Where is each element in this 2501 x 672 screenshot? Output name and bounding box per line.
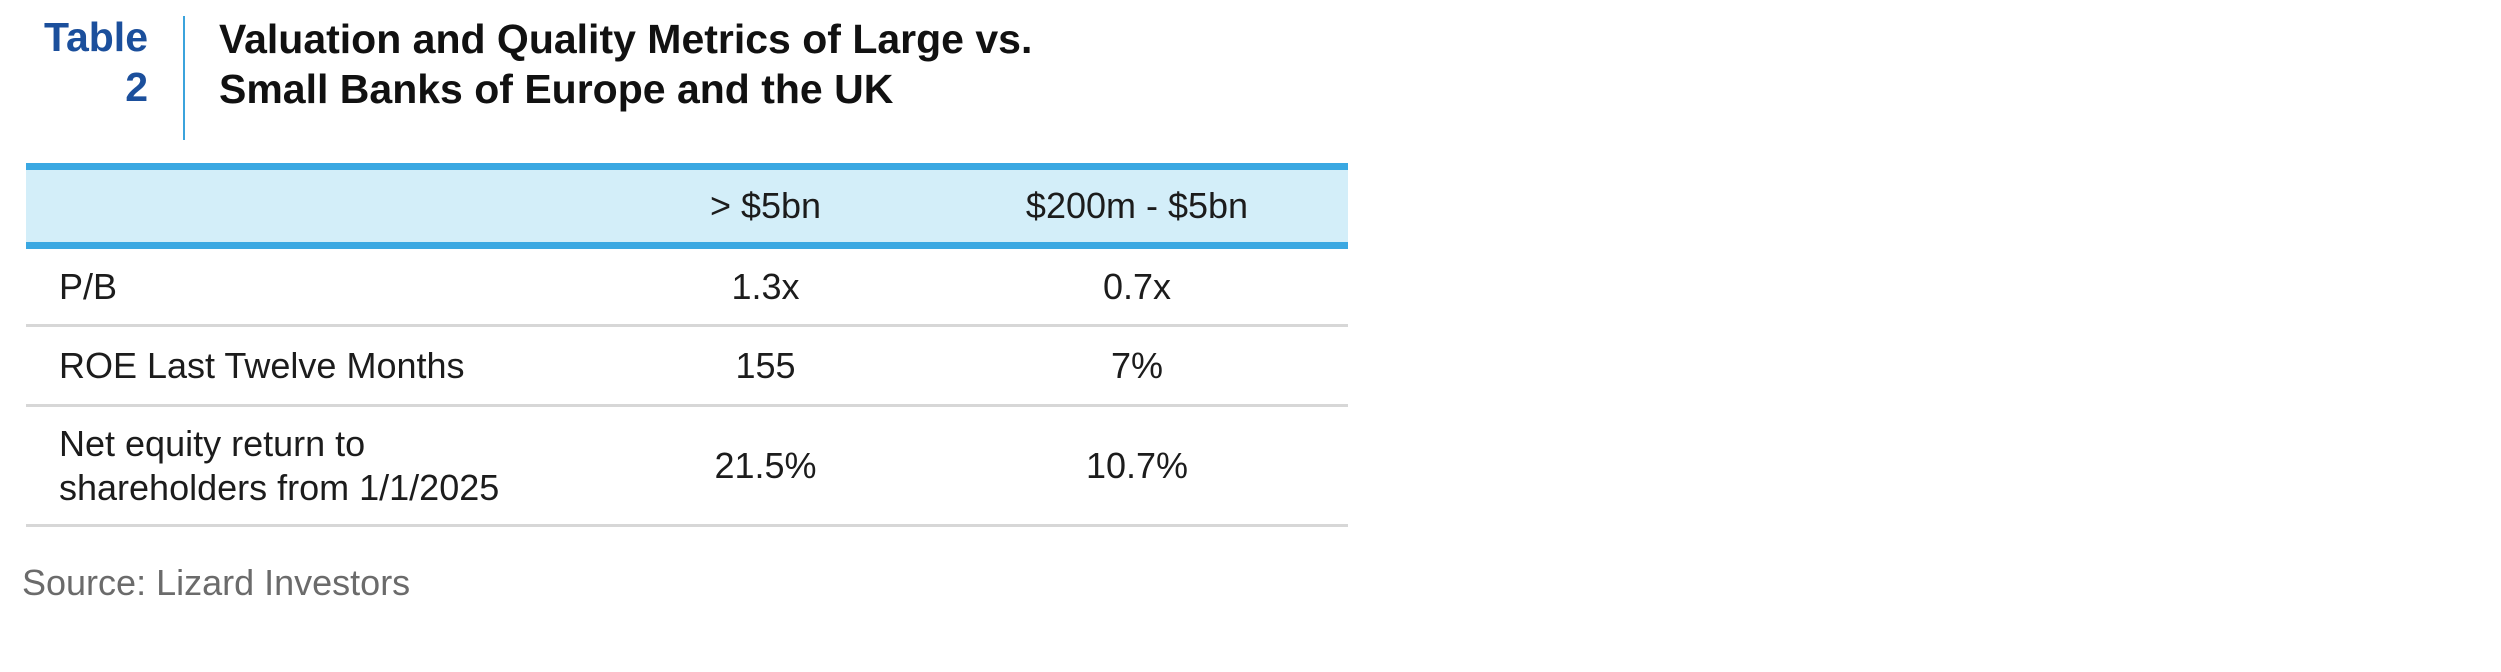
row-label-cell: P/B xyxy=(26,245,605,327)
table-label-number: 2 xyxy=(125,64,148,110)
table-title: Valuation and Quality Metrics of Large v… xyxy=(219,14,1219,114)
small-bank-value: 0.7x xyxy=(926,245,1348,327)
table-title-line-2: Small Banks of Europe and the UK xyxy=(219,66,894,112)
row-label-line: P/B xyxy=(59,265,118,307)
table-label: Table 2 xyxy=(18,12,148,112)
title-divider xyxy=(183,16,185,140)
row-label-cell: Net equity return to shareholders from 1… xyxy=(26,405,605,527)
table-row: ROE Last Twelve Months 155 7% xyxy=(26,325,1348,407)
table-label-word: Table xyxy=(43,14,148,60)
source-note: Source: Lizard Investors xyxy=(22,562,411,603)
row-label-line: ROE Last Twelve Months xyxy=(59,344,465,386)
small-bank-value: 10.7% xyxy=(926,405,1348,527)
table-header-row: > $5bn $200m - $5bn xyxy=(26,163,1348,249)
row-label-line: shareholders from 1/1/2025 xyxy=(59,466,500,508)
table-row: Net equity return to shareholders from 1… xyxy=(26,405,1348,527)
large-bank-value: 1.3x xyxy=(605,245,926,327)
table-row: P/B 1.3x 0.7x xyxy=(26,245,1348,327)
row-label-line: Net equity return to xyxy=(59,422,366,464)
small-bank-value: 7% xyxy=(926,325,1348,407)
header-cell-small-banks: $200m - $5bn xyxy=(926,163,1348,249)
table-title-line-1: Valuation and Quality Metrics of Large v… xyxy=(219,16,1033,62)
large-bank-value: 155 xyxy=(605,325,926,407)
header-cell-label xyxy=(26,163,605,249)
row-label-cell: ROE Last Twelve Months xyxy=(26,325,605,407)
header-cell-large-banks: > $5bn xyxy=(605,163,926,249)
metrics-table: > $5bn $200m - $5bn P/B 1.3x 0.7x ROE La… xyxy=(26,163,1348,527)
large-bank-value: 21.5% xyxy=(605,405,926,527)
